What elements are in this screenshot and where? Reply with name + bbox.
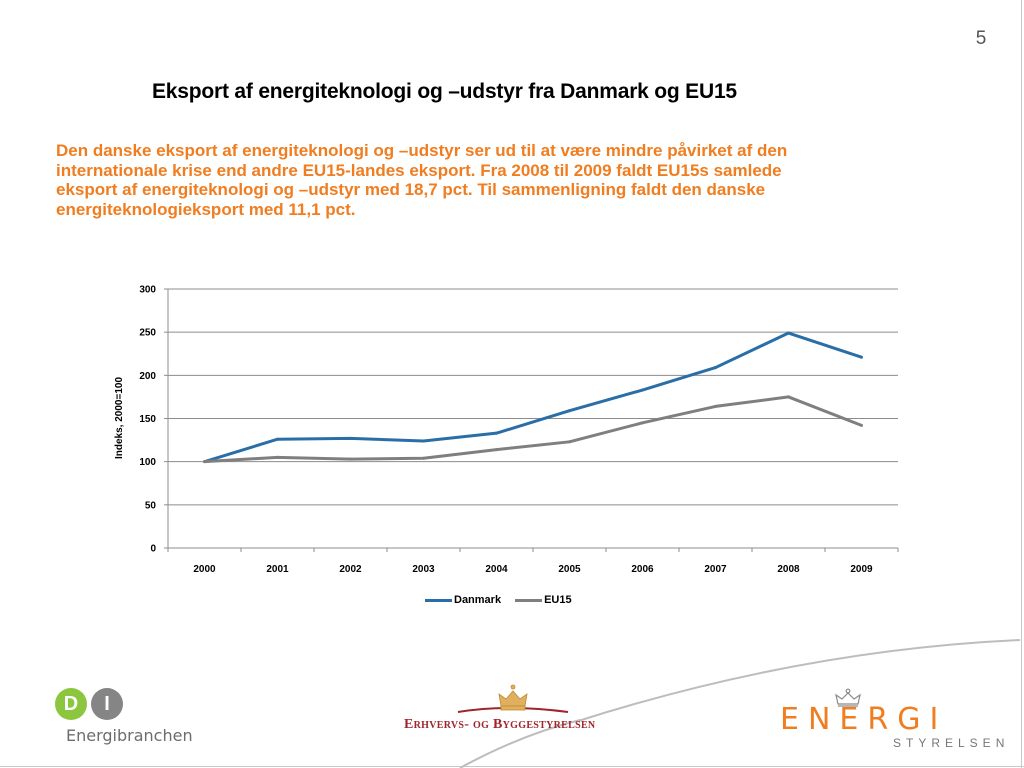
data-point [568,409,571,413]
data-point [422,456,425,460]
data-point [276,437,279,441]
data-point [714,404,717,408]
data-point [787,331,790,335]
summary-line: internationale krise end andre EU15-land… [56,160,782,180]
legend-item-eu15: EU15 [515,594,572,606]
data-point [860,355,863,359]
y-axis-label: Indeks, 2000=100 [114,377,125,459]
summary-text: Den danske eksport af energiteknologi og… [56,141,936,219]
x-tick-label: 2009 [850,564,873,575]
x-tick-label: 2008 [777,564,800,575]
y-tick-label: 50 [145,500,157,511]
data-point [349,457,352,461]
decorative-swoosh [459,719,581,768]
data-point [276,455,279,459]
data-point [422,439,425,443]
y-tick-label: 250 [139,328,156,339]
x-tick-label: 2004 [485,564,508,575]
data-point [349,436,352,440]
x-tick-label: 2006 [631,564,654,575]
energistyrelsen-logo: ENERGI STYRELSEN [780,688,1004,758]
x-tick-label: 2000 [193,564,216,575]
y-tick-label: 150 [139,414,156,425]
legend-item-danmark: Danmark [425,594,501,606]
x-tick-label: 2005 [558,564,581,575]
series-line-danmark [204,331,862,464]
data-point [641,388,644,392]
summary-line: energiteknologieksport med 11,1 pct. [56,199,356,219]
di-energibranchen-logo: D I Energibranchen [55,688,193,748]
legend-label: EU15 [544,594,572,606]
slide-border-right [1021,0,1022,768]
data-point [860,423,863,427]
di-logo-circle-i: I [91,688,123,720]
x-tick-label: 2003 [412,564,435,575]
erhvervs-og-byggestyrelsen-logo: Erhvervs- og Byggestyrelsen [398,684,628,744]
data-point [203,460,206,464]
data-point [495,448,498,452]
x-tick-label: 2007 [704,564,727,575]
page-number: 5 [975,28,987,49]
y-tick-label: 0 [150,544,156,555]
ens-logo-main: ENERGI [780,702,948,737]
y-tick-label: 100 [139,457,156,468]
legend-label: Danmark [454,594,502,606]
ebst-logo-text: Erhvervs- og Byggestyrelsen [404,717,596,732]
chart-legend: Danmark EU15 [425,594,586,606]
data-point [787,395,790,399]
y-tick-label: 200 [139,371,156,382]
series-line-eu15 [204,395,863,464]
slide-border-bottom [0,766,1024,767]
di-logo-text: Energibranchen [66,726,193,745]
crown-icon [457,684,569,713]
y-tick-label: 300 [139,285,156,296]
crown-icon [835,688,861,707]
summary-line: Den danske eksport af energiteknologi og… [56,141,788,160]
x-tick-label: 2002 [339,564,362,575]
legend-swatch-danmark [425,598,452,602]
data-point [568,440,571,444]
decorative-swoosh [574,639,1021,723]
data-point [641,421,644,425]
ens-logo-sub: STYRELSEN [893,736,1010,750]
data-point [714,366,717,370]
data-point [495,431,498,435]
summary-line: eksport af energiteknologi og –udstyr me… [56,180,766,199]
slide-title: Eksport af energiteknologi og –udstyr fr… [152,80,737,103]
di-logo-circle-d: D [55,688,87,720]
legend-swatch-eu15 [515,598,543,602]
x-tick-label: 2001 [266,564,289,575]
